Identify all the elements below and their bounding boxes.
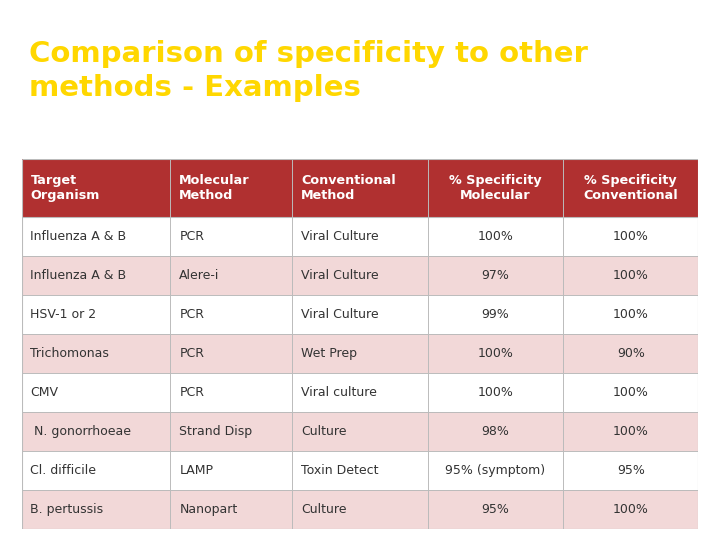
Text: Wet Prep: Wet Prep [301, 347, 357, 360]
Bar [22, 412, 698, 451]
Text: Viral Culture: Viral Culture [301, 230, 379, 242]
Bar [22, 217, 698, 256]
Text: Strand Disp: Strand Disp [179, 425, 253, 438]
Text: 98%: 98% [482, 425, 509, 438]
Text: 95% (symptom): 95% (symptom) [445, 464, 546, 477]
Text: Viral culture: Viral culture [301, 386, 377, 399]
Text: Trichomonas: Trichomonas [30, 347, 109, 360]
Text: Viral Culture: Viral Culture [301, 269, 379, 282]
Text: Comparison of specificity to other
methods - Examples: Comparison of specificity to other metho… [29, 40, 588, 102]
Text: 100%: 100% [477, 230, 513, 242]
Text: Conventional
Method: Conventional Method [301, 174, 396, 202]
Text: HSV-1 or 2: HSV-1 or 2 [30, 308, 96, 321]
Text: Alere-i: Alere-i [179, 269, 220, 282]
Bar [22, 451, 698, 490]
Text: 100%: 100% [613, 269, 649, 282]
Text: 100%: 100% [613, 230, 649, 242]
Text: Viral Culture: Viral Culture [301, 308, 379, 321]
Bar [22, 334, 698, 373]
Text: 95%: 95% [482, 503, 509, 516]
Text: 99%: 99% [482, 308, 509, 321]
Bar [22, 295, 698, 334]
Text: Nanopart: Nanopart [179, 503, 238, 516]
Text: % Specificity
Molecular: % Specificity Molecular [449, 174, 541, 202]
Text: PCR: PCR [179, 386, 204, 399]
Text: 100%: 100% [613, 503, 649, 516]
Text: PCR: PCR [179, 230, 204, 242]
Text: PCR: PCR [179, 308, 204, 321]
Bar [22, 490, 698, 529]
Text: 95%: 95% [617, 464, 644, 477]
Text: 97%: 97% [482, 269, 509, 282]
Text: 90%: 90% [617, 347, 644, 360]
Text: LAMP: LAMP [179, 464, 213, 477]
Text: Molecular
Method: Molecular Method [179, 174, 250, 202]
Text: % Specificity
Conventional: % Specificity Conventional [583, 174, 678, 202]
Text: Influenza A & B: Influenza A & B [30, 269, 127, 282]
Bar [22, 159, 698, 217]
Text: Toxin Detect: Toxin Detect [301, 464, 379, 477]
Text: Culture: Culture [301, 425, 346, 438]
Text: 100%: 100% [613, 308, 649, 321]
Text: Cl. difficile: Cl. difficile [30, 464, 96, 477]
Text: N. gonorrhoeae: N. gonorrhoeae [30, 425, 131, 438]
Text: 100%: 100% [477, 386, 513, 399]
Bar [22, 256, 698, 295]
Bar [22, 373, 698, 412]
Text: Culture: Culture [301, 503, 346, 516]
Text: CMV: CMV [30, 386, 58, 399]
Text: 100%: 100% [477, 347, 513, 360]
Text: Target
Organism: Target Organism [30, 174, 100, 202]
Text: PCR: PCR [179, 347, 204, 360]
Text: 100%: 100% [613, 425, 649, 438]
Text: B. pertussis: B. pertussis [30, 503, 104, 516]
Text: 100%: 100% [613, 386, 649, 399]
Text: Influenza A & B: Influenza A & B [30, 230, 127, 242]
